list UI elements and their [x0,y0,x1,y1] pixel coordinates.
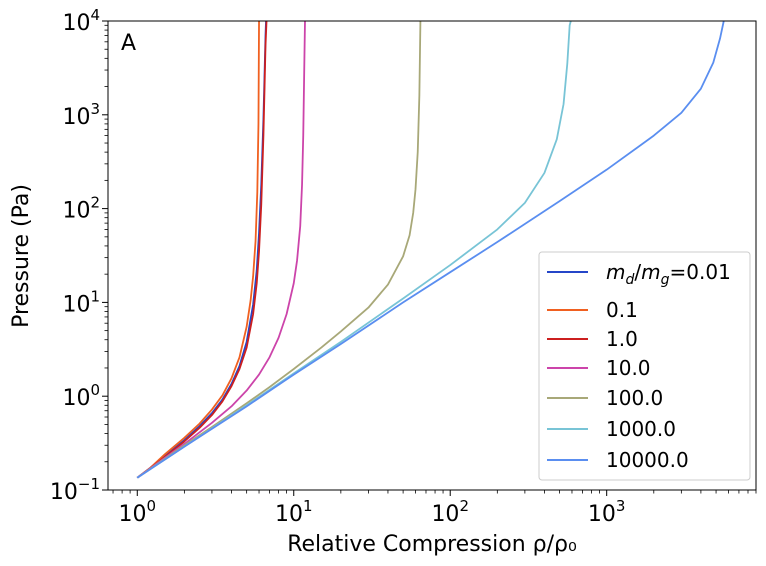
x-tick-label: 101 [275,497,313,527]
legend-s2: g [661,272,670,288]
legend-s1: d [625,272,634,288]
plot-frame [107,20,757,491]
y-tick-label: 10−1 [50,475,100,505]
x-tick-label: 100 [119,497,157,527]
legend-slash: / [634,260,641,284]
legend-m1: m [606,260,625,284]
minor-ticks [104,24,757,494]
legend-items: 0.1 1.0 10.0 100.0 1000.0 10000.0 [547,271,689,472]
x-axis-label: Relative Compression ρ/ρ₀ [287,532,577,557]
y-tick-label: 102 [62,194,100,224]
series-lines [136,20,725,479]
series-line-4 [136,20,422,479]
legend-frame [538,251,751,481]
series-line-5 [136,20,572,479]
y-tick-label: 100 [62,381,100,411]
series-line-0 [136,20,267,479]
legend-m2: m [641,260,660,284]
y-tick-label: 101 [62,287,100,317]
tick-labels: 100 101 102 103 10−1 100 101 102 103 104 [50,6,626,527]
legend-label-2: 1.0 [606,327,638,351]
legend-label-1: 0.1 [606,298,638,322]
series-line-1 [136,20,260,479]
x-tick-label: 102 [431,497,469,527]
series-line-2 [136,20,268,479]
legend-label-6: 10000.0 [606,448,689,472]
panel-label: A [121,31,136,56]
y-tick-label: 104 [62,6,100,36]
series-line-6 [136,20,725,479]
legend-label-5: 1000.0 [606,417,676,441]
y-tick-label: 103 [62,100,100,130]
legend-label-0: md/mg=0.01 [606,260,731,288]
y-axis-label: Pressure (Pa) [9,184,34,328]
x-tick-label: 103 [588,497,626,527]
legend-eq: =0.01 [670,260,731,284]
legend-label-4: 100.0 [606,386,663,410]
series-line-3 [136,20,306,479]
legend-label-3: 10.0 [606,356,651,380]
major-ticks [102,20,608,496]
